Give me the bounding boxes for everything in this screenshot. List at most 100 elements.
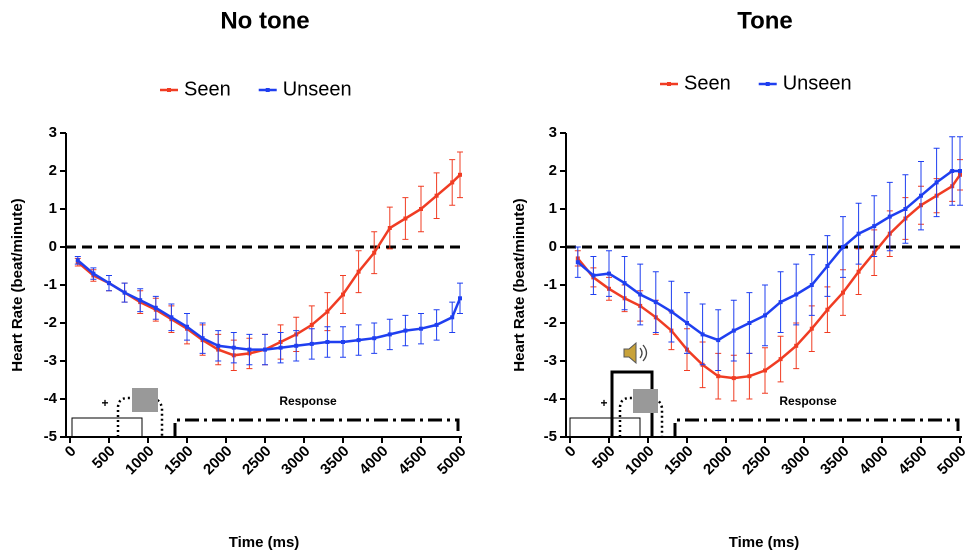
x-tick-label: 3500 [317, 443, 353, 479]
y-tick-label: -4 [544, 390, 558, 407]
marker [903, 207, 908, 211]
y-tick-label: 2 [49, 162, 57, 179]
annotation: Response [779, 394, 837, 408]
x-tick-label: 2500 [739, 443, 775, 479]
y-tick-label: -2 [44, 314, 57, 331]
marker [919, 193, 923, 198]
marker [450, 180, 455, 185]
legend-marker [265, 88, 270, 92]
marker [958, 169, 962, 173]
marker [419, 207, 423, 211]
marker [763, 313, 767, 318]
legend-label: Seen [184, 78, 231, 100]
marker [872, 224, 877, 229]
legend-label: Unseen [783, 72, 852, 94]
series-line [576, 169, 960, 342]
response-window [673, 418, 960, 437]
x-tick-label: 500 [89, 443, 119, 473]
marker [263, 347, 267, 352]
marker [669, 309, 674, 314]
marker [216, 343, 221, 348]
marker [294, 343, 299, 348]
sound-waves [639, 344, 648, 362]
speaker-icon [623, 341, 637, 365]
marker [419, 326, 423, 331]
marker [934, 180, 939, 185]
marker [607, 271, 611, 276]
x-tick-label: 4000 [356, 443, 392, 479]
stimulus-image [132, 388, 158, 412]
legend-label: Seen [684, 72, 731, 94]
marker [75, 258, 80, 263]
series-line [576, 174, 962, 380]
marker [856, 269, 861, 274]
marker [575, 260, 580, 265]
series-line [76, 259, 462, 351]
marker [231, 345, 236, 350]
marker [372, 336, 377, 341]
timeline-left [71, 388, 460, 438]
marker [91, 271, 96, 276]
x-tick-label: 1500 [661, 443, 697, 479]
marker [747, 374, 752, 379]
response-window [173, 418, 460, 437]
marker [387, 332, 392, 337]
marker [809, 283, 814, 287]
marker [887, 214, 892, 219]
x-tick-label: 4500 [395, 443, 431, 479]
marker [309, 322, 314, 327]
x-tick-label: 2000 [700, 443, 736, 479]
x-tick-label: 2500 [239, 443, 275, 479]
marker [107, 281, 111, 286]
y-tick-label: 3 [49, 124, 57, 141]
x-tick-label: 4000 [856, 443, 892, 479]
chart-title: No tone [220, 7, 309, 34]
annotation: Response [279, 394, 337, 408]
marker [794, 292, 799, 297]
marker [325, 340, 330, 344]
marker [778, 300, 783, 305]
marker [325, 309, 330, 314]
marker [622, 281, 627, 286]
y-tick-label: 1 [549, 200, 557, 217]
marker [716, 338, 721, 343]
x-tick-label: 3500 [817, 443, 853, 479]
y-tick-label: 3 [549, 124, 557, 141]
x-axis-label: Time (ms) [229, 534, 300, 551]
marker [403, 216, 408, 221]
annotation: + [101, 396, 108, 410]
y-axis-label: Heart Rate (beat/minute) [9, 198, 26, 371]
marker [372, 250, 377, 255]
y-tick-label: 0 [49, 238, 57, 255]
marker [950, 169, 955, 173]
marker [356, 338, 361, 343]
y-tick-label: -3 [44, 352, 57, 369]
marker [747, 321, 752, 325]
marker [200, 336, 205, 341]
marker [794, 343, 799, 348]
marker [731, 328, 736, 333]
marker [309, 341, 314, 346]
marker [700, 332, 705, 337]
y-tick-label: -2 [544, 314, 557, 331]
fixation-box [569, 417, 641, 438]
y-tick-label: 2 [549, 162, 557, 179]
x-tick-label: 0 [62, 443, 80, 461]
x-axis-label: Time (ms) [729, 534, 800, 551]
marker [387, 226, 392, 230]
x-tick-label: 5000 [934, 443, 966, 479]
marker [450, 315, 455, 320]
marker [825, 307, 830, 312]
x-tick-label: 1000 [122, 443, 158, 479]
y-tick-label: -5 [544, 428, 557, 445]
x-tick-label: 3000 [278, 443, 314, 479]
marker [278, 345, 283, 350]
marker [591, 273, 596, 278]
marker [247, 347, 252, 352]
annotation: + [600, 396, 607, 410]
marker [122, 290, 127, 295]
y-tick-label: -4 [44, 390, 58, 407]
y-tick-label: -1 [544, 276, 557, 293]
marker [341, 340, 345, 344]
